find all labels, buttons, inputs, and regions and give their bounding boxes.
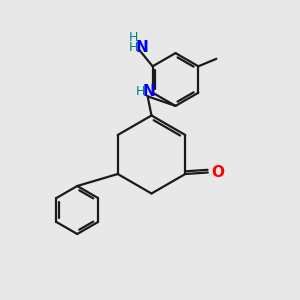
Text: N: N <box>143 84 155 99</box>
Text: H: H <box>135 85 145 98</box>
Text: N: N <box>136 40 148 55</box>
Text: O: O <box>211 165 224 180</box>
Text: H: H <box>128 31 138 44</box>
Text: H: H <box>128 41 138 54</box>
